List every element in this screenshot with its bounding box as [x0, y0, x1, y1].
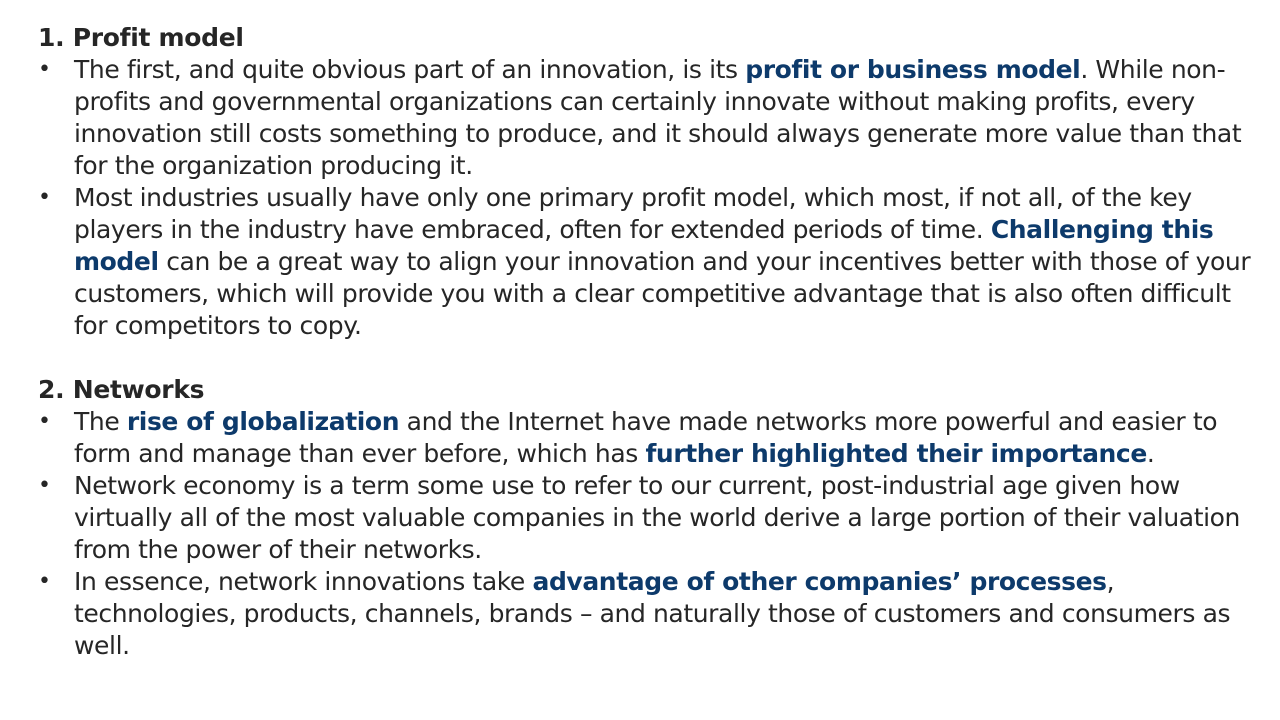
bullet-icon: • [38, 409, 51, 434]
text-run: and the Internet have made networks more… [74, 407, 1218, 468]
bullet-item: • The first, and quite obvious part of a… [38, 54, 1258, 182]
section-networks: 2. Networks • The rise of globalization … [38, 374, 1258, 662]
text-run: The [74, 407, 127, 436]
bullet-item: • Most industries usually have only one … [38, 182, 1258, 342]
bullet-item: • The rise of globalization and the Inte… [38, 406, 1258, 470]
highlight-text: further highlighted their importance [645, 439, 1147, 468]
section-title: 2. Networks [38, 375, 205, 404]
text-run: . While non-profits and governmental org… [74, 55, 1242, 180]
highlight-text: profit or business model [745, 55, 1081, 84]
text-run: , technologies, products, channels, bran… [74, 567, 1231, 660]
section-spacer [38, 342, 1258, 374]
bullet-icon: • [38, 57, 51, 82]
bullet-list: • The rise of globalization and the Inte… [38, 406, 1258, 662]
highlight-text: Challenging this model [74, 215, 1214, 276]
bullet-icon: • [38, 185, 51, 210]
bullet-item: • In essence, network innovations take a… [38, 566, 1258, 662]
bullet-icon: • [38, 473, 51, 498]
text-run: Most industries usually have only one pr… [74, 183, 1192, 244]
highlight-text: rise of globalization [126, 407, 400, 436]
section-profit-model: 1. Profit model • The first, and quite o… [38, 22, 1258, 342]
bullet-icon: • [38, 569, 51, 594]
section-title: 1. Profit model [38, 23, 244, 52]
text-run: In essence, network innovations take [74, 567, 533, 596]
text-run: The first, and quite obvious part of an … [74, 55, 746, 84]
text-run: can be a great way to align your innovat… [74, 247, 1251, 340]
bullet-list: • The first, and quite obvious part of a… [38, 54, 1258, 342]
bullet-item: • Network economy is a term some use to … [38, 470, 1258, 566]
highlight-text: advantage of other companies’ processes [532, 567, 1107, 596]
text-run: Network economy is a term some use to re… [74, 471, 1241, 564]
text-run: . [1146, 439, 1155, 468]
slide-content: 1. Profit model • The first, and quite o… [38, 22, 1258, 662]
